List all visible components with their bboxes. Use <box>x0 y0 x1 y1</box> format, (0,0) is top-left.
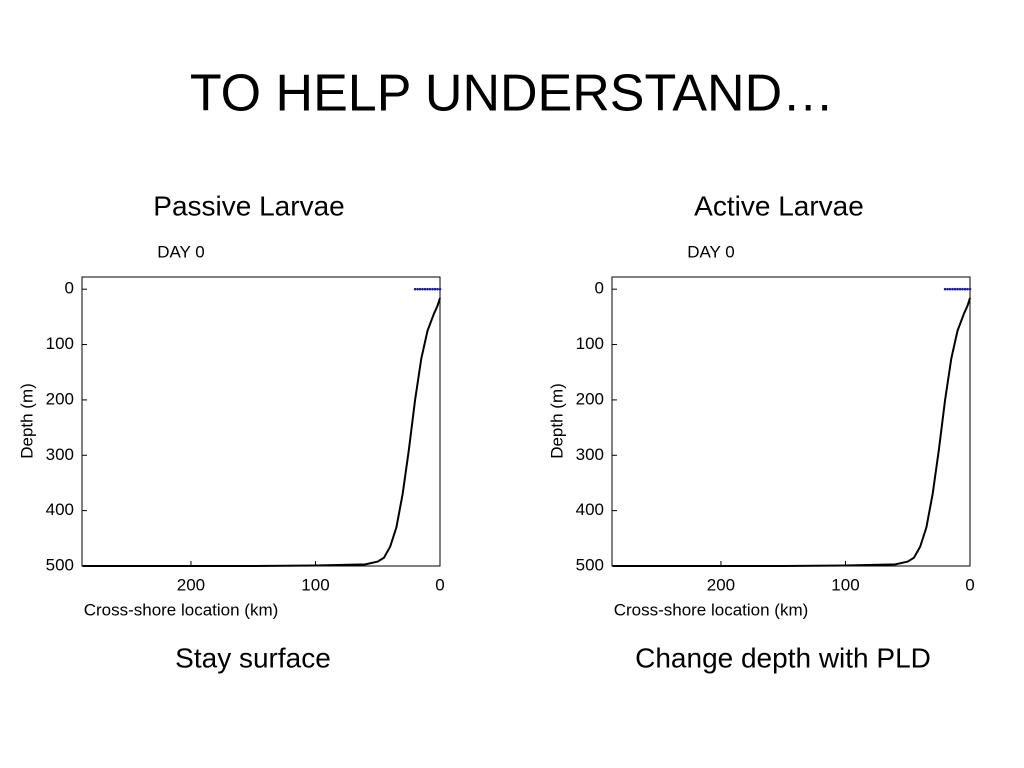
depth-profile <box>82 297 441 567</box>
larva-point <box>948 287 952 291</box>
y-tick-label: 300 <box>576 445 604 464</box>
y-tick-label: 500 <box>46 555 74 574</box>
y-axis-label: Depth (m) <box>547 383 566 459</box>
x-tick-label: 0 <box>965 575 974 594</box>
chart-heading: Passive Larvae <box>153 190 344 221</box>
larva-point <box>958 287 962 291</box>
y-tick-label: 400 <box>46 500 74 519</box>
y-tick-label: 100 <box>576 334 604 353</box>
larva-point <box>433 287 437 291</box>
y-tick-label: 0 <box>595 279 604 298</box>
larva-point <box>951 287 954 291</box>
larva-point <box>966 287 969 291</box>
x-tick-label: 0 <box>435 575 444 594</box>
x-tick-label: 200 <box>707 575 735 594</box>
y-tick-label: 300 <box>46 445 74 464</box>
larva-point <box>418 287 422 291</box>
larva-point <box>963 287 967 291</box>
larva-point <box>413 287 417 291</box>
larva-point <box>426 287 429 291</box>
larva-point <box>416 287 419 291</box>
chart-heading: Active Larvae <box>694 190 864 221</box>
y-tick-label: 400 <box>576 500 604 519</box>
x-axis-label: Cross-shore location (km) <box>84 600 279 619</box>
chart-caption: Stay surface <box>175 642 331 673</box>
x-tick-label: 100 <box>301 575 329 594</box>
larva-point <box>421 287 424 291</box>
chart-title: DAY 0 <box>157 242 205 261</box>
slide-title: TO HELP UNDERSTAND… <box>190 65 834 123</box>
chart-title: DAY 0 <box>687 242 735 261</box>
larva-point <box>943 287 947 291</box>
x-tick-label: 200 <box>177 575 205 594</box>
larva-point <box>423 287 427 291</box>
larva-point <box>953 287 957 291</box>
x-axis-label: Cross-shore location (km) <box>614 600 809 619</box>
y-tick-label: 500 <box>576 555 604 574</box>
y-axis-label: Depth (m) <box>17 383 36 459</box>
larva-point <box>428 287 432 291</box>
y-tick-label: 200 <box>46 389 74 408</box>
larva-point <box>946 287 949 291</box>
larva-point <box>956 287 959 291</box>
y-tick-label: 100 <box>46 334 74 353</box>
x-tick-label: 100 <box>831 575 859 594</box>
y-tick-label: 200 <box>576 389 604 408</box>
plot-frame <box>81 276 441 567</box>
larva-point <box>438 287 442 291</box>
larva-point <box>431 287 434 291</box>
plot-frame <box>611 276 971 567</box>
larva-point <box>436 287 439 291</box>
y-tick-label: 0 <box>65 279 74 298</box>
larva-point <box>961 287 964 291</box>
chart-caption: Change depth with PLD <box>635 642 931 673</box>
larva-point <box>968 287 972 291</box>
depth-profile <box>612 297 971 567</box>
